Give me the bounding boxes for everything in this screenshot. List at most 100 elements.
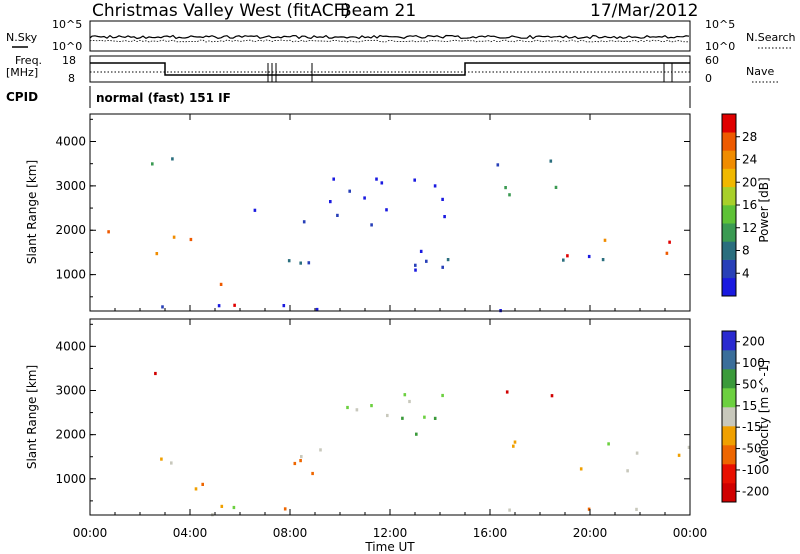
colorbar-frame (721, 330, 737, 503)
nsearch-trace (89, 39, 689, 43)
heatmap-cell (579, 467, 583, 471)
heatmap-cell (549, 159, 553, 163)
y-tick-label: 4000 (55, 339, 86, 353)
colorbar-segment (722, 259, 736, 279)
heatmap-cell (635, 451, 639, 455)
colorbar-segment (722, 277, 736, 297)
heatmap-cell (253, 208, 257, 212)
heatmap-cell (311, 471, 314, 476)
colorbar-segment (722, 426, 736, 446)
heatmap-cell (302, 220, 306, 224)
heatmap-cell (505, 390, 509, 394)
y-tick-label: 2000 (55, 223, 86, 237)
velocity-y-axis: 1000 2000 3000 4000 (55, 323, 690, 502)
heatmap-cell (346, 405, 349, 410)
colorbar-tick-label: 15 (742, 399, 757, 413)
nave-bottom-tick: 0 (705, 72, 712, 85)
heatmap-cell (375, 177, 378, 181)
colorbar-tick-label: 16 (742, 198, 757, 212)
freq-gaps (267, 63, 673, 82)
heatmap-cell (441, 265, 444, 269)
heatmap-cell (299, 459, 302, 463)
heatmap-cell (554, 185, 558, 189)
colorbar-segment (722, 369, 736, 389)
heatmap-cell (232, 505, 236, 510)
heatmap-cell (385, 208, 388, 212)
heatmap-cell (386, 413, 389, 418)
colorbar-segment (722, 132, 736, 151)
y-tick-label: 1000 (55, 268, 86, 282)
y-tick-label: 4000 (55, 135, 86, 149)
y-tick-label: 1000 (55, 472, 86, 486)
date-label: 17/Mar/2012 (590, 1, 698, 21)
freq-panel: Freq. [MHz] 18 8 60 0 Nave (6, 54, 780, 85)
heatmap-cell (348, 189, 351, 193)
heatmap-cell (151, 162, 154, 166)
power-colorbar-label: Power [dB] (757, 177, 771, 242)
heatmap-cell (299, 261, 302, 265)
colorbar-segment (722, 331, 736, 351)
y-tick-label: 3000 (55, 179, 86, 193)
heatmap-cell (403, 393, 407, 397)
heatmap-cell (433, 184, 437, 188)
heatmap-cell (635, 507, 638, 511)
heatmap-cell (443, 215, 446, 219)
heatmap-cell (287, 259, 291, 263)
heatmap-cell (300, 455, 303, 459)
y-tick-label: 3000 (55, 384, 86, 398)
heatmap-cell (513, 440, 517, 444)
colorbar-segment (722, 223, 736, 242)
power-y-axis: 1000 2000 3000 4000 (55, 118, 690, 298)
y-tick-label: 2000 (55, 428, 86, 442)
heatmap-cell (508, 193, 511, 197)
heatmap-cell (282, 304, 286, 308)
heatmap-cell (155, 252, 159, 256)
nsky-top-tick: 10^5 (52, 18, 82, 31)
colorbar-segment (722, 150, 736, 169)
colorbar-segment (722, 483, 736, 503)
colorbar-tick-label: -100 (742, 463, 769, 477)
heatmap-cell (408, 399, 411, 404)
nsky-panel: N.Sky 10^5 10^0 10^5 10^0 N.Search (6, 18, 796, 53)
colorbar-tick-label: 20 (742, 175, 757, 189)
heatmap-cell (370, 404, 373, 408)
heatmap-cell (433, 416, 437, 420)
heatmap-cell (607, 442, 610, 446)
heatmap-cell (512, 444, 515, 448)
nsearch-bottom-tick: 10^0 (705, 40, 735, 53)
heatmap-cell (415, 432, 418, 436)
heatmap-cell (566, 254, 569, 258)
colorbar-segment (722, 407, 736, 427)
heatmap-cell (189, 237, 193, 242)
heatmap-cell (419, 249, 423, 253)
colorbar-segment (722, 205, 736, 224)
colorbar-tick-label: 8 (742, 244, 750, 258)
heatmap-cell (233, 303, 236, 307)
velocity-heatmap (154, 371, 691, 517)
x-tick-label: 00:00 (673, 526, 708, 540)
figure-title: Christmas Valley West (fitACF) (92, 1, 350, 21)
heatmap-cell (161, 305, 164, 309)
freq-top-tick: 18 (62, 54, 76, 67)
heatmap-cell (441, 197, 444, 201)
heatmap-cell (401, 416, 404, 420)
heatmap-cell (307, 261, 311, 265)
heatmap-cell (154, 371, 157, 376)
freq-label-line1: Freq. (15, 54, 42, 67)
colorbar-tick-label: 24 (742, 153, 757, 167)
nave-top-tick: 60 (705, 54, 719, 67)
x-axis-label: Time UT (364, 540, 415, 554)
heatmap-cell (315, 307, 319, 312)
heatmap-cell (446, 258, 450, 262)
heatmap-cell (370, 223, 373, 227)
nsearch-top-tick: 10^5 (705, 18, 735, 31)
velocity-colorbar: 200 100 50 15 -15 -50 -100 -200 (721, 330, 769, 503)
x-tick-label: 04:00 (173, 526, 208, 540)
colorbar-segment (722, 114, 736, 133)
heatmap-cell (217, 304, 221, 308)
heatmap-cell (160, 457, 163, 461)
heatmap-cell (293, 461, 297, 466)
heatmap-cell (601, 258, 605, 262)
heatmap-cell (194, 487, 198, 491)
